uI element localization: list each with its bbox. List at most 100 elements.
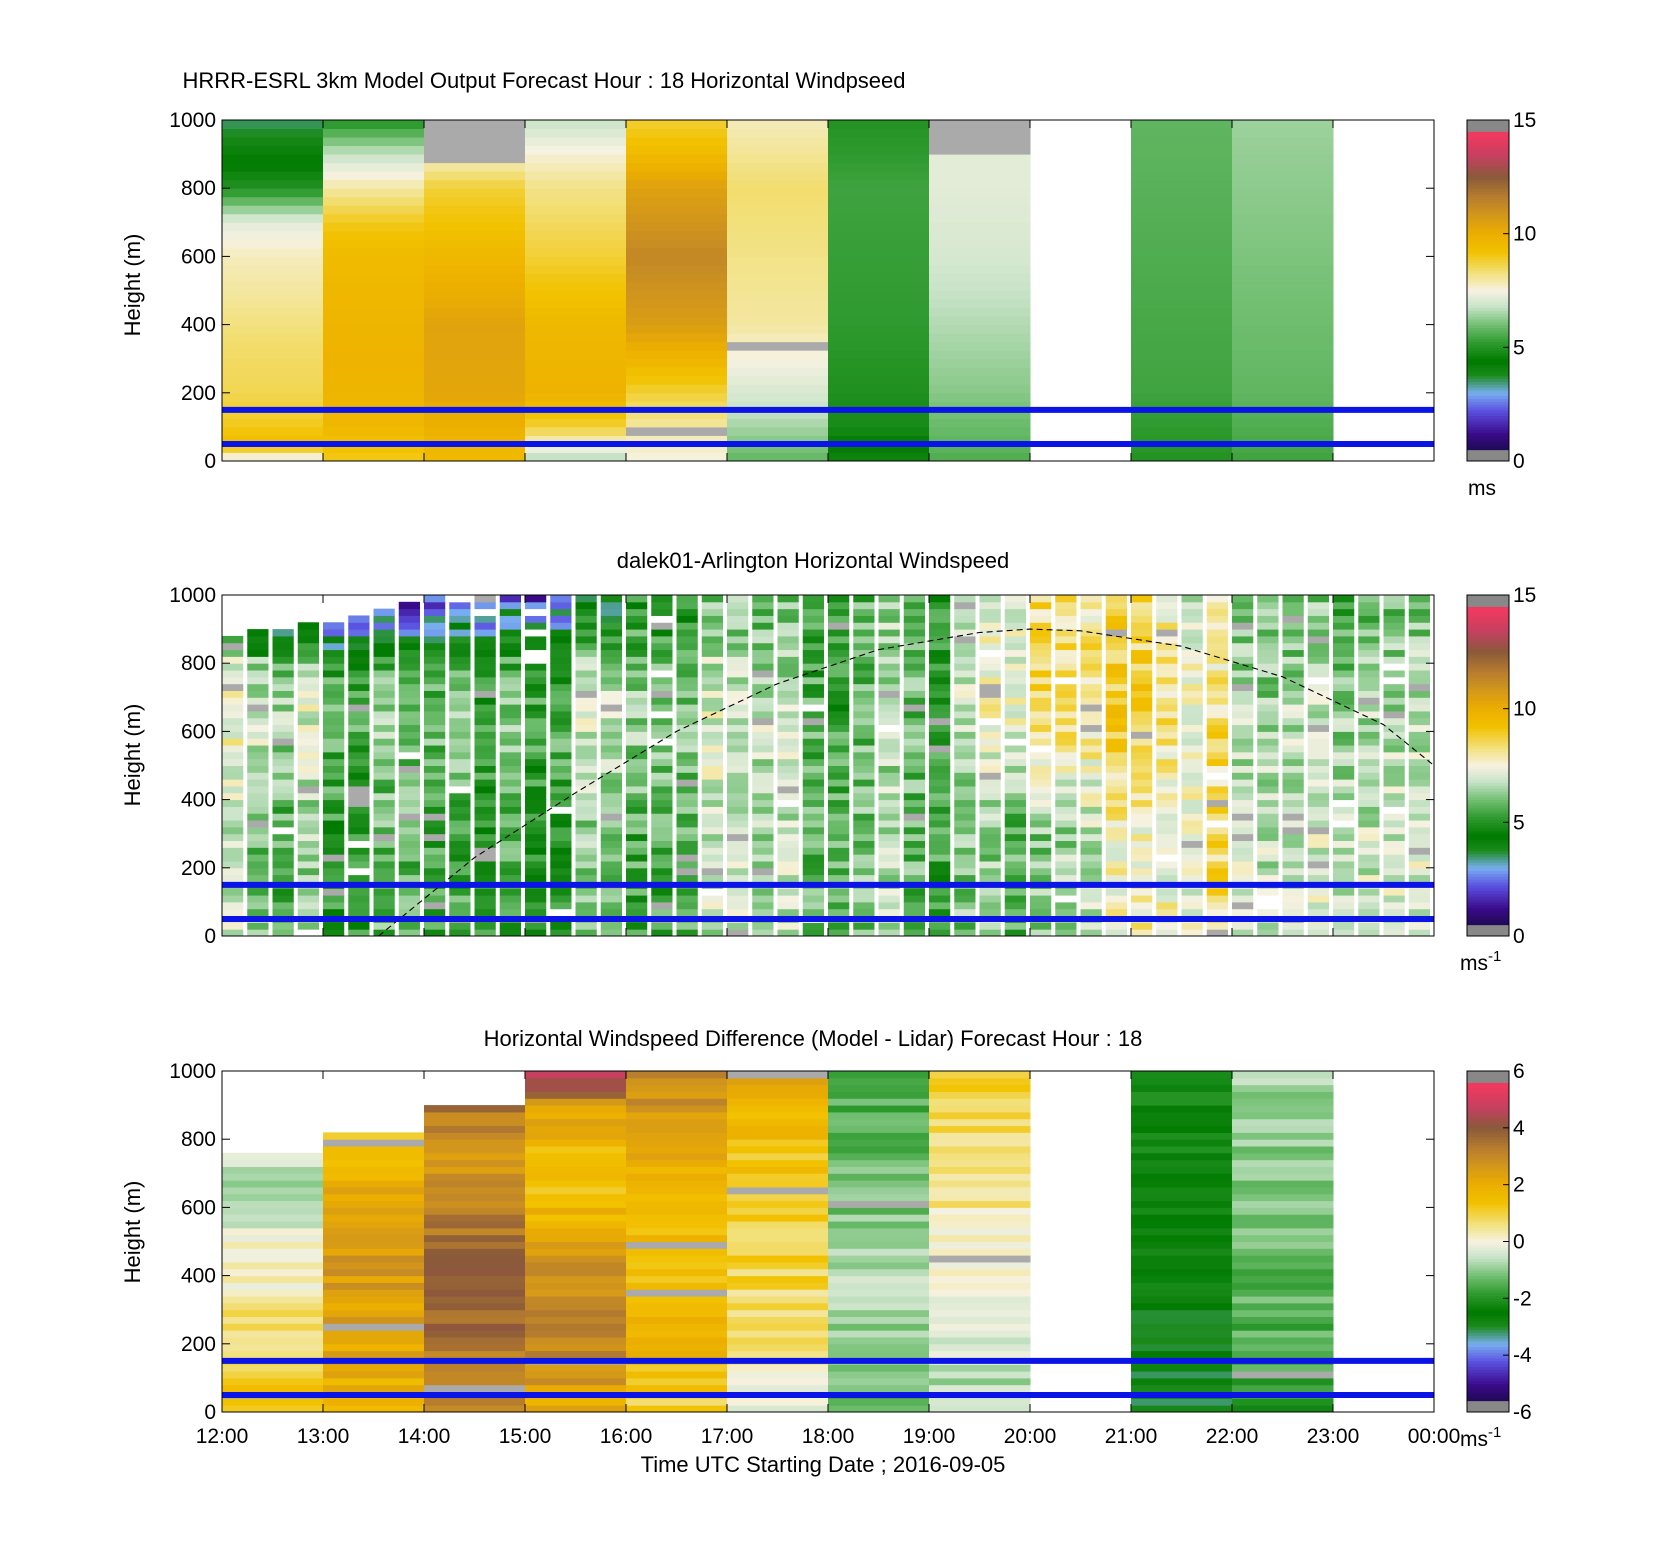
heatmap-cell <box>247 888 269 896</box>
heatmap-cell <box>575 676 597 685</box>
heatmap-cell <box>297 874 319 882</box>
heatmap-cell <box>1408 792 1430 801</box>
heatmap-cell <box>727 731 749 739</box>
heatmap-cell <box>701 751 723 760</box>
heatmap-cell <box>424 256 526 266</box>
heatmap-cell <box>373 745 395 753</box>
heatmap-cell <box>1055 779 1077 787</box>
heatmap-cell <box>802 765 824 773</box>
heatmap-cell <box>323 860 345 869</box>
heatmap-cell <box>323 1214 425 1222</box>
heatmap-cell <box>1408 690 1430 698</box>
heatmap-cell <box>424 1146 526 1154</box>
heatmap-cell <box>626 1200 728 1208</box>
heatmap-cell <box>1206 908 1228 917</box>
colorbar-segment <box>1467 307 1509 311</box>
heatmap-cell <box>828 717 850 726</box>
heatmap-cell <box>424 1234 526 1242</box>
heatmap-cell <box>626 601 648 610</box>
colorbar-segment <box>1467 1272 1509 1277</box>
heatmap-cell <box>1408 649 1430 657</box>
heatmap-cell <box>802 779 824 787</box>
heatmap-cell <box>1004 642 1026 651</box>
heatmap-cell <box>1004 895 1026 903</box>
heatmap-cell <box>903 751 925 760</box>
heatmap-cell <box>1105 595 1127 603</box>
heatmap-cell <box>626 162 728 172</box>
heatmap-cell <box>550 765 572 773</box>
heatmap-cell <box>1105 704 1127 712</box>
heatmap-cell <box>1105 622 1127 630</box>
heatmap-cell <box>853 833 875 842</box>
heatmap-cell <box>1333 717 1355 726</box>
heatmap-cell <box>1333 888 1355 896</box>
heatmap-cell <box>727 901 749 910</box>
colorbar-segment <box>1467 688 1509 693</box>
heatmap-cell <box>1131 1118 1233 1127</box>
heatmap-cell <box>525 601 547 610</box>
colorbar-segment <box>1467 637 1509 641</box>
heatmap-cell <box>979 663 1001 671</box>
heatmap-cell <box>1181 813 1203 821</box>
heatmap-cell <box>222 1364 324 1372</box>
heatmap-cell <box>1004 929 1026 937</box>
heatmap-cell <box>626 1255 728 1263</box>
heatmap-cell <box>525 1377 627 1386</box>
heatmap-cell <box>297 792 319 801</box>
heatmap-cell <box>878 731 900 739</box>
heatmap-cell <box>323 656 345 664</box>
heatmap-cell <box>727 128 829 138</box>
heatmap-cell <box>1030 792 1052 801</box>
heatmap-cell <box>550 670 572 678</box>
heatmap-cell <box>1156 601 1178 610</box>
boundary-layer-line <box>378 628 1435 937</box>
heatmap-cell <box>1232 792 1254 801</box>
heatmap-cell <box>1105 908 1127 917</box>
heatmap-cell <box>449 779 471 787</box>
heatmap-cell <box>878 745 900 753</box>
heatmap-cell <box>979 792 1001 801</box>
heatmap-cell <box>1307 826 1329 835</box>
heatmap-cell <box>525 697 547 705</box>
heatmap-cell <box>1232 847 1254 855</box>
heatmap-cell <box>1055 670 1077 678</box>
heatmap-cell <box>424 670 446 678</box>
heatmap-cell <box>1232 1180 1334 1188</box>
heatmap-cell <box>828 409 930 419</box>
heatmap-cell <box>1004 690 1026 698</box>
heatmap-cell <box>348 833 370 842</box>
heatmap-cell <box>1383 813 1405 821</box>
heatmap-cell <box>1232 1336 1334 1345</box>
heatmap-cell <box>222 392 324 402</box>
heatmap-cell <box>222 205 324 215</box>
heatmap-cell <box>1206 622 1228 630</box>
colorbar-segment <box>1467 1369 1509 1373</box>
heatmap-cell <box>954 751 976 760</box>
heatmap-cell <box>323 1139 425 1147</box>
colorbar-segment <box>1467 455 1509 459</box>
heatmap-cell <box>1232 908 1254 917</box>
heatmap-cell <box>575 635 597 644</box>
heatmap-cell <box>247 867 269 876</box>
colorbar-segment <box>1467 725 1509 730</box>
heatmap-cell <box>828 683 850 691</box>
heatmap-cell <box>1232 1159 1334 1167</box>
heatmap-cell <box>802 738 824 746</box>
heatmap-cell <box>1080 813 1102 821</box>
heatmap-cell <box>929 1193 1031 1202</box>
heatmap-cell <box>1080 608 1102 616</box>
heatmap-cell <box>449 745 471 753</box>
colorbar-segment <box>1467 1164 1509 1169</box>
heatmap-cell <box>1055 758 1077 766</box>
x-ticks <box>221 595 1435 936</box>
heatmap-cell <box>878 758 900 766</box>
colorbar-segment <box>1467 1289 1509 1294</box>
heatmap-cell <box>1206 813 1228 821</box>
heatmap-cell <box>424 758 446 766</box>
heatmap-cell <box>1055 642 1077 651</box>
heatmap-cell <box>1257 847 1279 855</box>
heatmap-cell <box>1257 929 1279 937</box>
reference-lines <box>222 406 1434 447</box>
heatmap-cell <box>474 608 496 616</box>
heatmap-cell <box>1131 1241 1233 1249</box>
